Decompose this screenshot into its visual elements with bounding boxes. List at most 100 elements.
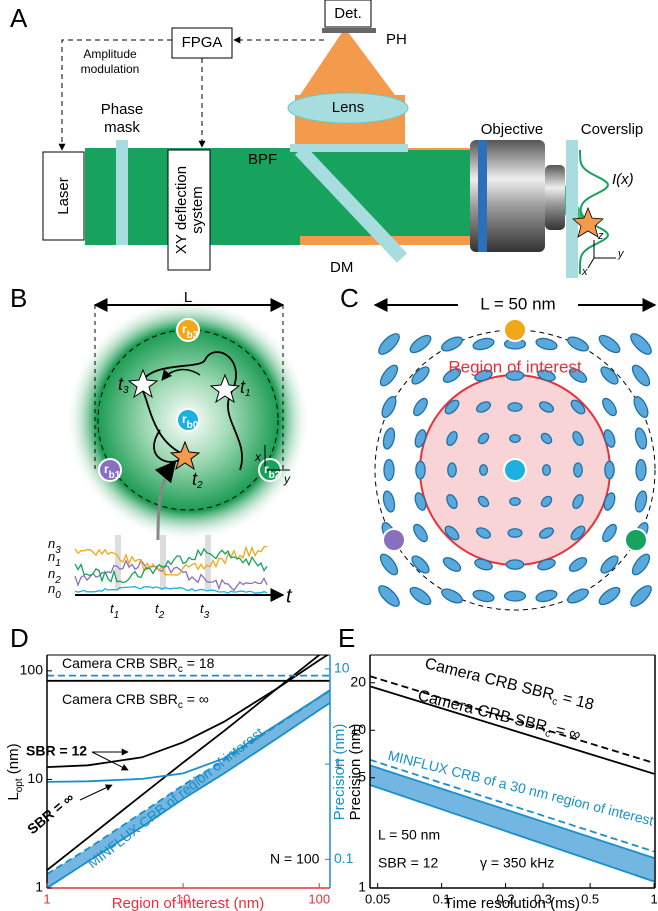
text-part: = 18 (556, 689, 595, 714)
psf-ellipse (448, 463, 457, 477)
psf-ellipse (574, 463, 583, 477)
panel-label: A (10, 3, 28, 33)
y2-axis-label: Precision (nm) (331, 724, 348, 821)
psf-ellipse (379, 395, 398, 420)
text-part: n (48, 566, 55, 581)
psf-ellipse (376, 583, 403, 610)
annotation: SBR = 12 (378, 855, 439, 871)
x-axis-label: Region of interest (nm) (112, 895, 265, 911)
x-tick-label: 100 (308, 891, 330, 906)
psf-ellipse (600, 522, 619, 544)
text-part: opt (14, 778, 25, 792)
text-part: b0 (187, 420, 199, 431)
psf-ellipse (408, 584, 434, 607)
trace (75, 546, 267, 575)
psf-ellipse (440, 334, 465, 353)
axis-label: z (597, 230, 604, 242)
annotation: SBR = 12 (26, 743, 87, 759)
psf-ellipse (506, 560, 523, 569)
y-tick-label: 10 (27, 770, 43, 786)
psf-ellipse (508, 403, 522, 412)
psf-ellipse (505, 591, 526, 601)
y2-tick-label: 10 (334, 660, 350, 676)
panel-a-drawing (43, 0, 616, 278)
psf-ellipse (408, 332, 434, 355)
psf-ellipse (382, 427, 397, 450)
x-tick-label: 1 (43, 891, 50, 906)
x-tick-label: 0.5 (581, 891, 599, 906)
axis-label: x (254, 450, 262, 464)
psf-ellipse (600, 396, 619, 418)
psf-ellipse (411, 522, 430, 544)
phase-mask-label: mask (104, 119, 140, 136)
detector-label: Det. (334, 5, 362, 22)
psf-ellipse (382, 490, 397, 513)
psf-ellipse (605, 461, 614, 478)
text-part: = ∞ (183, 691, 209, 707)
text-part: 1 (55, 558, 61, 569)
text-part: 1 (245, 388, 251, 399)
text-part: n (48, 581, 55, 596)
xy-label: XY deflection (173, 166, 190, 254)
psf-ellipse (472, 589, 495, 604)
psf-ellipse (566, 334, 591, 353)
text-part: 2 (158, 610, 165, 621)
psf-ellipse (628, 331, 655, 358)
panel-label: B (10, 283, 27, 313)
trace (75, 587, 267, 594)
x-tick-label: 0.05 (365, 891, 390, 906)
objective-label: Objective (481, 121, 544, 138)
xy-label: system (189, 186, 206, 234)
roi-label: Region of interest (448, 357, 582, 376)
text-part: Camera CRB SBR (62, 655, 178, 671)
psf-ellipse (377, 552, 400, 578)
lens-label: Lens (332, 99, 365, 116)
y-axis-label: Precision (nm) (347, 724, 364, 821)
axis-label: y (617, 248, 625, 260)
pinhole-label: PH (386, 31, 407, 48)
time-tick-label: t3 (200, 601, 210, 621)
annotation: γ = 350 kHz (480, 855, 554, 871)
l-label: L = 50 nm (480, 294, 555, 313)
text-part: = 18 (183, 655, 215, 671)
psf-ellipse (384, 460, 394, 481)
l-label: L (184, 289, 192, 306)
psf-ellipse (629, 552, 652, 578)
psf-ellipse (535, 589, 558, 604)
pointer-arrow (80, 785, 112, 800)
y2-tick-label: 0.1 (334, 850, 354, 866)
psf-ellipse (411, 396, 430, 418)
psf-ellipse (634, 490, 649, 513)
text-part: L (5, 792, 22, 800)
text-part: 2 (196, 480, 203, 491)
text-part: 3 (123, 385, 129, 396)
text-part: 0 (55, 590, 61, 601)
psf-ellipse (441, 555, 463, 574)
laser-label: Laser (55, 177, 72, 215)
modulation-label: Amplitude (83, 47, 137, 61)
psf-ellipse (598, 364, 621, 387)
annotation: L = 50 nm (378, 827, 440, 843)
y-axis-label: Lopt (nm) (5, 743, 25, 800)
psf-ellipse (566, 586, 591, 605)
text-part: 2 (54, 575, 61, 586)
annotation: Camera CRB SBRc = ∞ (62, 691, 209, 711)
psf-ellipse (629, 363, 652, 389)
text-part: 3 (204, 610, 210, 621)
psf-ellipse (409, 364, 432, 387)
x-axis-label: Time resolution (ms) (444, 895, 580, 911)
y-tick-label: 1 (35, 879, 43, 895)
psf-ellipse (543, 465, 551, 475)
text-part: (nm) (5, 743, 22, 778)
psf-ellipse (510, 498, 520, 506)
text-part: = ∞ (549, 721, 582, 745)
figure: A FPGA Det. PH Amplitude modulation Lase… (0, 0, 658, 911)
y-tick-label: 20 (350, 673, 366, 689)
text-part: b3 (187, 330, 199, 341)
panel-c-drawing (375, 305, 655, 610)
psf-ellipse (567, 555, 589, 574)
t-axis-label: t (286, 585, 293, 607)
dm-label: DM (330, 259, 353, 276)
psf-ellipse (508, 529, 522, 538)
psf-ellipse (597, 332, 623, 355)
